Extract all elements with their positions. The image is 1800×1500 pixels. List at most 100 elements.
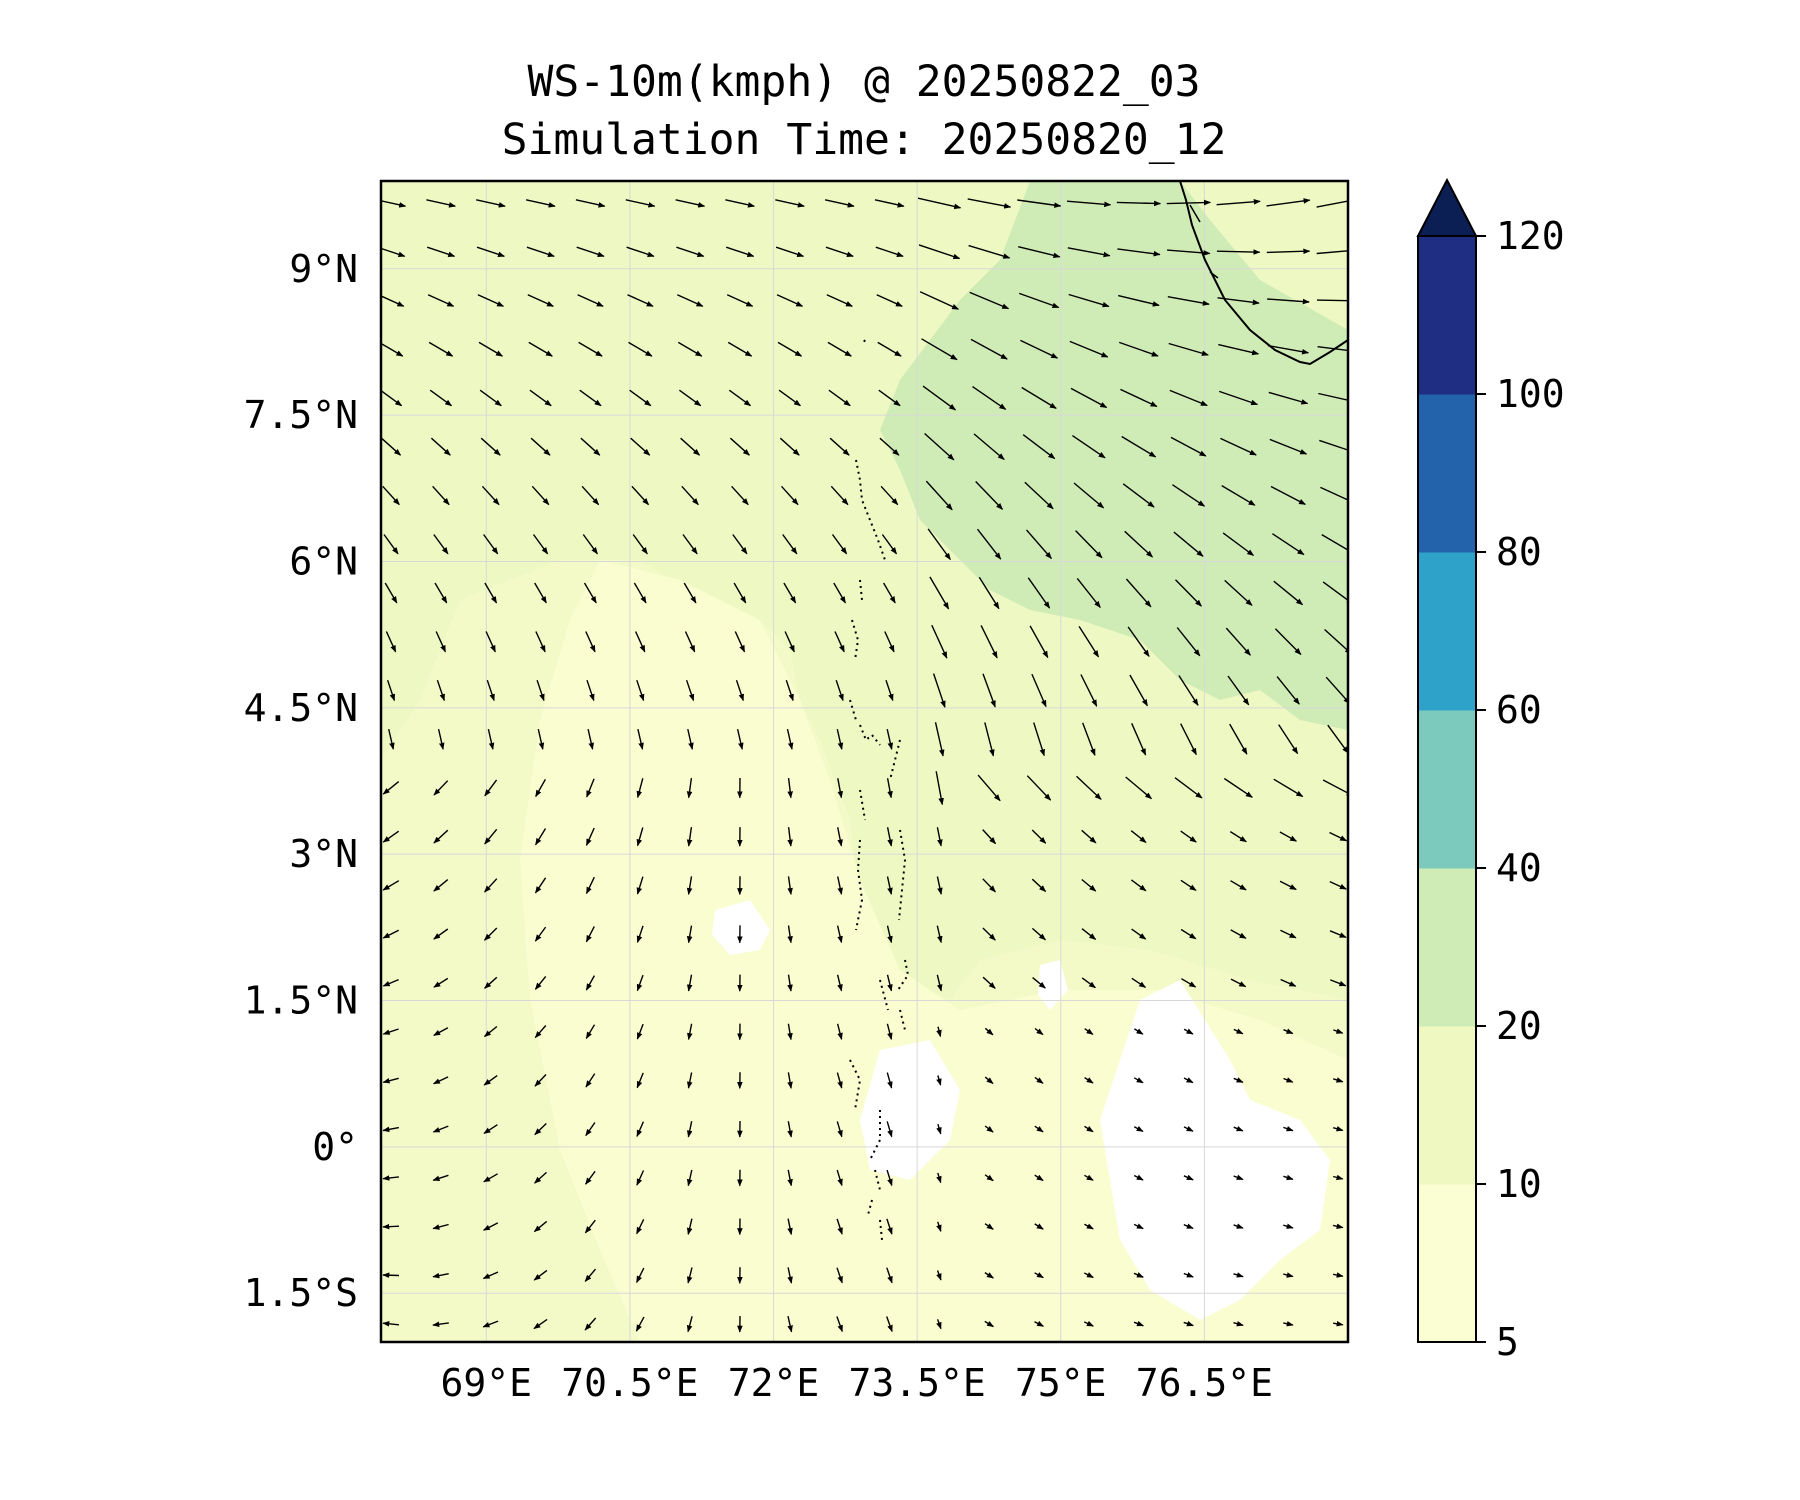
- wind-arrow: [834, 631, 845, 653]
- longitude-axis: 69°E 70.5°E 72°E 73.5°E 75°E 76.5°E: [441, 1361, 1273, 1405]
- wind-arrow: [787, 827, 793, 847]
- wind-arrow: [1227, 675, 1250, 706]
- wind-arrow: [485, 631, 496, 653]
- wind-arrow: [886, 827, 893, 847]
- wind-arrow: [535, 778, 547, 798]
- wind-arrow: [1180, 723, 1197, 756]
- wind-arrow: [1167, 296, 1210, 306]
- wind-arrow: [535, 828, 547, 846]
- wind-arrow: [677, 294, 704, 307]
- wind-arrow: [1034, 1223, 1044, 1230]
- wind-arrow: [1333, 1028, 1344, 1034]
- wind-arrow: [635, 1316, 645, 1332]
- wind-arrow: [936, 1026, 942, 1038]
- wind-arrow: [787, 876, 793, 895]
- wind-arrow: [976, 528, 1002, 560]
- wind-arrow: [1084, 1174, 1094, 1181]
- wind-arrow: [936, 876, 943, 895]
- wind-arrow: [975, 481, 1004, 510]
- wind-arrow: [729, 437, 750, 456]
- wind-arrow: [686, 1218, 693, 1235]
- wind-arrow: [1183, 1174, 1194, 1181]
- wind-arrow: [430, 437, 451, 456]
- wind-arrow: [881, 534, 898, 555]
- wind-arrow: [483, 1173, 498, 1183]
- coastline-india-sri-lanka: [1179, 181, 1348, 366]
- wind-arrow: [529, 389, 552, 407]
- wind-arrow: [1027, 577, 1051, 609]
- coastline-islets: [1189, 204, 1219, 279]
- wind-arrow: [734, 631, 746, 653]
- wind-arrow: [433, 780, 449, 796]
- wind-arrow: [1233, 1125, 1244, 1132]
- coastline: [849, 181, 1348, 1241]
- wind-arrow: [1176, 627, 1201, 657]
- wind-arrow: [675, 199, 706, 208]
- wind-arrow: [1076, 577, 1101, 609]
- wind-arrow: [982, 878, 996, 893]
- wind-arrow: [836, 1267, 843, 1284]
- wind-arrow: [1121, 435, 1157, 458]
- wind-arrow: [625, 199, 656, 208]
- colorbar-segment: [1418, 236, 1476, 395]
- wind-arrow: [836, 728, 844, 750]
- wind-arrow: [1320, 486, 1348, 501]
- colorbar-tick-label: 100: [1496, 372, 1565, 416]
- wind-arrow: [636, 778, 644, 799]
- wind-arrow: [778, 389, 801, 407]
- wind-arrow: [526, 246, 555, 257]
- wind-arrow: [1117, 248, 1161, 257]
- lon-tick-label: 69°E: [441, 1361, 533, 1405]
- wind-arrow: [1168, 342, 1209, 356]
- wind-arrow: [1133, 1272, 1144, 1278]
- wind-arrow: [1283, 1028, 1294, 1035]
- wind-arrow: [885, 679, 894, 702]
- wind-arrow: [437, 728, 445, 750]
- wind-arrow: [1084, 1125, 1094, 1133]
- wind-arrow: [877, 341, 902, 357]
- wind-arrow: [787, 778, 793, 799]
- colorbar-tick-label: 5: [1496, 1320, 1519, 1364]
- lat-tick-label: 6°N: [289, 539, 358, 583]
- colorbar-extend-arrow: [1416, 177, 1478, 237]
- wind-arrow: [886, 778, 893, 799]
- wind-arrow: [824, 199, 855, 208]
- wind-arrow: [1131, 723, 1147, 756]
- wind-arrow: [584, 1219, 596, 1234]
- wind-arrow: [984, 1076, 994, 1085]
- wind-arrow: [686, 1316, 693, 1333]
- lat-tick-label: 4.5°N: [244, 686, 358, 730]
- wind-arrow: [484, 582, 498, 604]
- wind-arrow: [1276, 676, 1300, 705]
- wind-arrow: [686, 1267, 693, 1284]
- wind-arrow: [784, 631, 795, 653]
- wind-arrow: [924, 432, 955, 461]
- wind-arrow: [875, 246, 904, 257]
- wind-arrow: [1332, 1223, 1344, 1229]
- wind-arrow: [1167, 249, 1211, 256]
- wind-arrow: [686, 925, 693, 944]
- wind-arrow: [1278, 724, 1299, 755]
- wind-arrow: [382, 1175, 399, 1181]
- wind-arrow: [925, 480, 953, 511]
- wind-arrow: [970, 338, 1008, 360]
- wind-arrow: [1083, 1272, 1094, 1279]
- wind-arrow: [381, 342, 404, 357]
- wind-arrow: [381, 295, 405, 307]
- wind-arrow: [1319, 439, 1348, 451]
- wind-arrow: [1129, 674, 1149, 707]
- wind-arrow: [1229, 723, 1248, 755]
- wind-arrow: [536, 679, 545, 702]
- figure-title-line1: WS-10m(kmph) @ 20250822_03: [527, 57, 1200, 107]
- wind-arrow: [636, 679, 645, 702]
- wind-arrow: [532, 534, 549, 555]
- wind-arrow: [684, 631, 696, 653]
- wind-arrow: [636, 1023, 644, 1040]
- wind-arrow: [1066, 200, 1112, 208]
- wind-arrow: [433, 879, 449, 892]
- wind-arrow: [1175, 579, 1202, 607]
- wind-arrow: [782, 534, 798, 555]
- wind-arrow: [919, 291, 960, 310]
- wind-arrow: [837, 778, 844, 799]
- wind-arrow: [382, 1028, 399, 1035]
